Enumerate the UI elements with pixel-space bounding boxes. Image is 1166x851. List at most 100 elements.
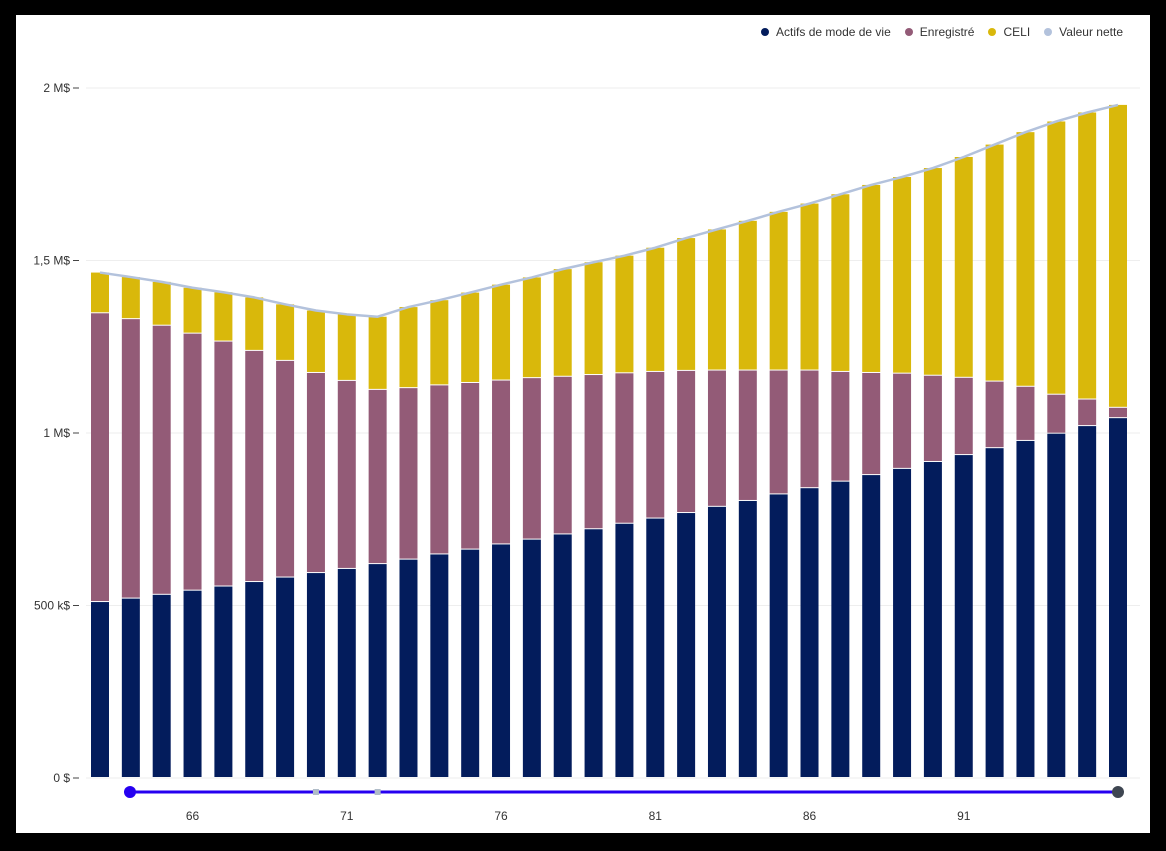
bar-tfsa[interactable] bbox=[183, 287, 202, 333]
bar-registered[interactable] bbox=[1078, 399, 1097, 426]
bar-lifestyle[interactable] bbox=[245, 582, 264, 777]
bar-registered[interactable] bbox=[152, 325, 171, 594]
bar-lifestyle[interactable] bbox=[707, 506, 726, 777]
bar-tfsa[interactable] bbox=[1109, 104, 1127, 407]
bar-registered[interactable] bbox=[553, 376, 572, 534]
bar-registered[interactable] bbox=[584, 375, 603, 529]
bar-tfsa[interactable] bbox=[646, 247, 665, 371]
bar-tfsa[interactable] bbox=[245, 297, 264, 350]
bar-registered[interactable] bbox=[738, 370, 757, 500]
bar-registered[interactable] bbox=[769, 370, 788, 494]
bar-registered[interactable] bbox=[276, 360, 295, 577]
bar-tfsa[interactable] bbox=[985, 144, 1004, 381]
bar-lifestyle[interactable] bbox=[121, 598, 140, 777]
bar-lifestyle[interactable] bbox=[306, 573, 325, 777]
bar-registered[interactable] bbox=[615, 373, 634, 523]
bar-tfsa[interactable] bbox=[923, 168, 942, 375]
bar-registered[interactable] bbox=[1109, 407, 1127, 418]
slider-marker[interactable] bbox=[312, 789, 319, 795]
bar-registered[interactable] bbox=[1047, 394, 1066, 433]
bar-registered[interactable] bbox=[337, 380, 356, 568]
bar-tfsa[interactable] bbox=[769, 211, 788, 370]
bar-lifestyle[interactable] bbox=[276, 577, 295, 777]
bar-registered[interactable] bbox=[306, 372, 325, 573]
bar-registered[interactable] bbox=[893, 373, 912, 468]
bar-lifestyle[interactable] bbox=[368, 564, 387, 777]
bar-registered[interactable] bbox=[214, 341, 233, 586]
bar-lifestyle[interactable] bbox=[461, 549, 480, 777]
bar-tfsa[interactable] bbox=[677, 238, 696, 370]
legend-item-networth[interactable]: Valeur nette bbox=[1044, 25, 1123, 39]
bar-registered[interactable] bbox=[183, 333, 202, 590]
bar-tfsa[interactable] bbox=[152, 281, 171, 325]
bar-registered[interactable] bbox=[800, 370, 819, 488]
slider-end-handle[interactable] bbox=[1112, 786, 1124, 798]
bar-registered[interactable] bbox=[985, 381, 1004, 448]
bar-tfsa[interactable] bbox=[399, 307, 418, 388]
bar-tfsa[interactable] bbox=[337, 314, 356, 380]
bar-lifestyle[interactable] bbox=[831, 481, 850, 777]
bar-lifestyle[interactable] bbox=[985, 448, 1004, 777]
bar-lifestyle[interactable] bbox=[492, 544, 511, 777]
bar-tfsa[interactable] bbox=[121, 277, 140, 319]
bar-registered[interactable] bbox=[91, 313, 109, 602]
bar-registered[interactable] bbox=[1016, 386, 1035, 440]
bar-registered[interactable] bbox=[121, 319, 140, 598]
bar-tfsa[interactable] bbox=[707, 229, 726, 370]
bar-registered[interactable] bbox=[368, 389, 387, 564]
bar-lifestyle[interactable] bbox=[152, 594, 171, 777]
bar-tfsa[interactable] bbox=[368, 316, 387, 389]
bar-lifestyle[interactable] bbox=[800, 488, 819, 777]
bar-lifestyle[interactable] bbox=[183, 590, 202, 777]
bar-registered[interactable] bbox=[399, 388, 418, 559]
legend-item-lifestyle[interactable]: Actifs de mode de vie bbox=[761, 25, 891, 39]
bar-registered[interactable] bbox=[831, 371, 850, 481]
bar-tfsa[interactable] bbox=[738, 220, 757, 370]
bar-registered[interactable] bbox=[430, 385, 449, 554]
legend-item-tfsa[interactable]: CELI bbox=[988, 25, 1030, 39]
bar-tfsa[interactable] bbox=[954, 157, 973, 377]
slider-marker[interactable] bbox=[374, 789, 381, 795]
bar-lifestyle[interactable] bbox=[862, 475, 881, 777]
bar-lifestyle[interactable] bbox=[91, 602, 109, 777]
bar-registered[interactable] bbox=[522, 378, 541, 539]
bar-tfsa[interactable] bbox=[306, 310, 325, 372]
bar-registered[interactable] bbox=[862, 372, 881, 475]
bar-tfsa[interactable] bbox=[800, 203, 819, 370]
bar-lifestyle[interactable] bbox=[1016, 440, 1035, 777]
bar-tfsa[interactable] bbox=[430, 300, 449, 385]
bar-registered[interactable] bbox=[923, 375, 942, 461]
bar-lifestyle[interactable] bbox=[1047, 433, 1066, 777]
bar-lifestyle[interactable] bbox=[615, 523, 634, 777]
bar-tfsa[interactable] bbox=[831, 194, 850, 371]
bar-tfsa[interactable] bbox=[862, 184, 881, 372]
bar-tfsa[interactable] bbox=[461, 292, 480, 382]
bar-registered[interactable] bbox=[646, 371, 665, 518]
bar-registered[interactable] bbox=[461, 382, 480, 549]
bar-registered[interactable] bbox=[707, 370, 726, 506]
legend-item-registered[interactable]: Enregistré bbox=[904, 25, 974, 39]
bar-registered[interactable] bbox=[245, 350, 264, 582]
bar-registered[interactable] bbox=[677, 370, 696, 513]
bar-lifestyle[interactable] bbox=[923, 461, 942, 777]
bar-tfsa[interactable] bbox=[615, 255, 634, 373]
bar-tfsa[interactable] bbox=[584, 262, 603, 375]
bar-tfsa[interactable] bbox=[214, 292, 233, 341]
bar-lifestyle[interactable] bbox=[1109, 418, 1127, 777]
bar-lifestyle[interactable] bbox=[337, 568, 356, 777]
bar-tfsa[interactable] bbox=[1016, 132, 1035, 386]
bar-lifestyle[interactable] bbox=[769, 494, 788, 777]
bar-registered[interactable] bbox=[954, 377, 973, 455]
bar-lifestyle[interactable] bbox=[553, 534, 572, 777]
bar-lifestyle[interactable] bbox=[399, 559, 418, 777]
bar-tfsa[interactable] bbox=[276, 304, 295, 360]
bar-lifestyle[interactable] bbox=[738, 500, 757, 777]
bar-tfsa[interactable] bbox=[893, 177, 912, 373]
bar-lifestyle[interactable] bbox=[1078, 426, 1097, 777]
bar-lifestyle[interactable] bbox=[430, 554, 449, 777]
slider-start-handle[interactable] bbox=[124, 786, 136, 798]
bar-lifestyle[interactable] bbox=[954, 455, 973, 777]
bar-tfsa[interactable] bbox=[91, 272, 109, 313]
bar-tfsa[interactable] bbox=[553, 269, 572, 376]
bar-lifestyle[interactable] bbox=[214, 586, 233, 777]
